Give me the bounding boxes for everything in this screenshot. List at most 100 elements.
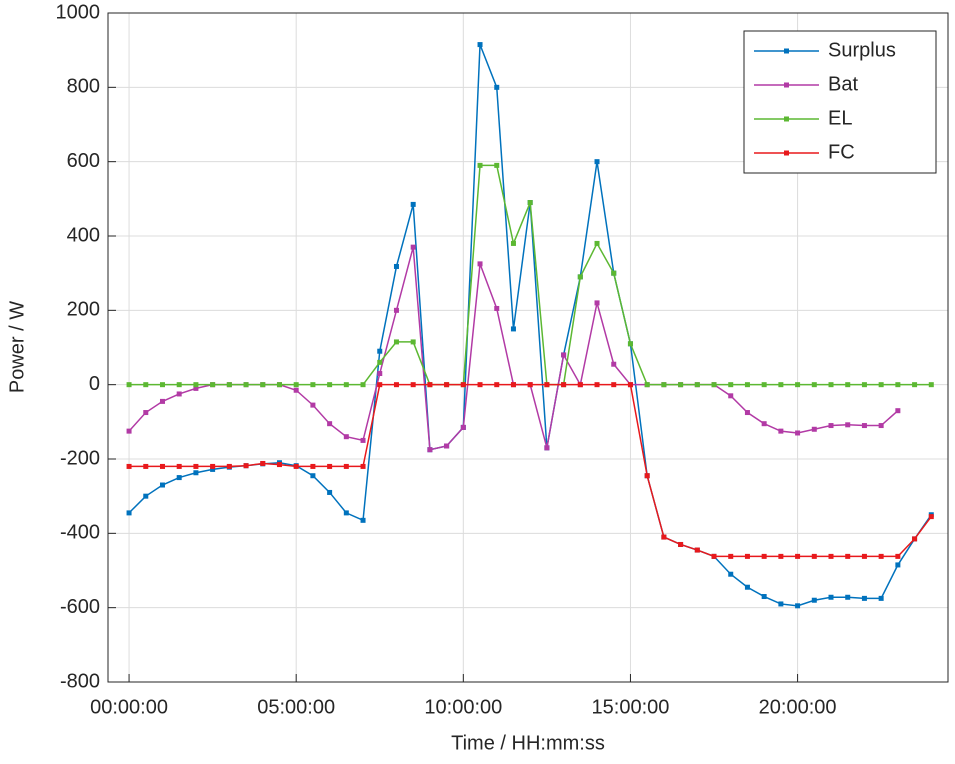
x-tick-label: 10:00:00 [424, 696, 502, 718]
marker [193, 470, 199, 476]
marker [176, 382, 182, 388]
marker [510, 326, 516, 332]
marker [393, 339, 399, 345]
marker [126, 510, 132, 516]
marker [243, 463, 249, 469]
legend-box [743, 30, 937, 174]
marker [611, 382, 617, 388]
marker [611, 270, 617, 276]
marker [159, 482, 165, 488]
marker [360, 382, 366, 388]
marker [176, 463, 182, 469]
marker [260, 460, 266, 466]
marker [510, 382, 516, 388]
marker [845, 594, 851, 600]
marker [343, 434, 349, 440]
marker [377, 359, 383, 365]
marker [678, 541, 684, 547]
marker [811, 382, 817, 388]
marker [293, 463, 299, 469]
legend-label: Surplus [828, 39, 896, 61]
marker [494, 305, 500, 311]
marker [895, 553, 901, 559]
marker [510, 240, 516, 246]
marker [912, 536, 918, 542]
marker [711, 382, 717, 388]
marker [210, 466, 216, 472]
marker [611, 361, 617, 367]
marker [744, 410, 750, 416]
y-tick-label: -600 [60, 596, 100, 618]
y-tick-label: 600 [67, 150, 100, 172]
legend-marker [784, 150, 789, 156]
legend-marker [784, 82, 789, 88]
x-tick-label: 15:00:00 [592, 696, 670, 718]
marker [494, 382, 500, 388]
marker [761, 553, 767, 559]
marker [126, 428, 132, 434]
marker [360, 437, 366, 443]
marker [159, 398, 165, 404]
legend-marker [784, 48, 789, 54]
marker [594, 382, 600, 388]
marker [895, 562, 901, 568]
marker [795, 430, 801, 436]
marker [811, 553, 817, 559]
marker [327, 382, 333, 388]
y-tick-label: 0 [89, 373, 100, 395]
marker [761, 421, 767, 427]
legend-marker [784, 116, 789, 122]
marker [878, 423, 884, 429]
marker [327, 421, 333, 427]
marker [293, 387, 299, 393]
marker [410, 244, 416, 250]
marker [427, 382, 433, 388]
marker [778, 382, 784, 388]
marker [544, 445, 550, 451]
marker [126, 463, 132, 469]
marker [845, 553, 851, 559]
marker [928, 382, 934, 388]
marker [360, 463, 366, 469]
marker [176, 391, 182, 397]
marker [477, 261, 483, 267]
marker [661, 534, 667, 540]
marker [644, 382, 650, 388]
marker [845, 382, 851, 388]
marker [494, 84, 500, 90]
marker [477, 162, 483, 168]
y-tick-label: 800 [67, 76, 100, 98]
marker [861, 423, 867, 429]
y-tick-label: -800 [60, 670, 100, 692]
marker [410, 201, 416, 207]
marker [310, 402, 316, 408]
marker [828, 423, 834, 429]
marker [778, 553, 784, 559]
marker [293, 382, 299, 388]
marker [861, 382, 867, 388]
marker [878, 382, 884, 388]
marker [193, 382, 199, 388]
marker [460, 382, 466, 388]
marker [310, 463, 316, 469]
marker [460, 424, 466, 430]
marker [795, 603, 801, 609]
marker [193, 385, 199, 391]
marker [895, 382, 901, 388]
marker [276, 462, 282, 468]
plot-frame [107, 12, 949, 683]
marker [728, 571, 734, 577]
marker [393, 263, 399, 269]
marker [343, 463, 349, 469]
marker [527, 200, 533, 206]
legend-label: Bat [828, 73, 858, 95]
marker [728, 393, 734, 399]
marker [644, 473, 650, 479]
legend: Surplus Bat EL FC [743, 30, 937, 174]
marker [928, 514, 934, 520]
marker [744, 382, 750, 388]
marker [393, 382, 399, 388]
marker [561, 352, 567, 358]
marker [126, 382, 132, 388]
marker [577, 274, 583, 280]
